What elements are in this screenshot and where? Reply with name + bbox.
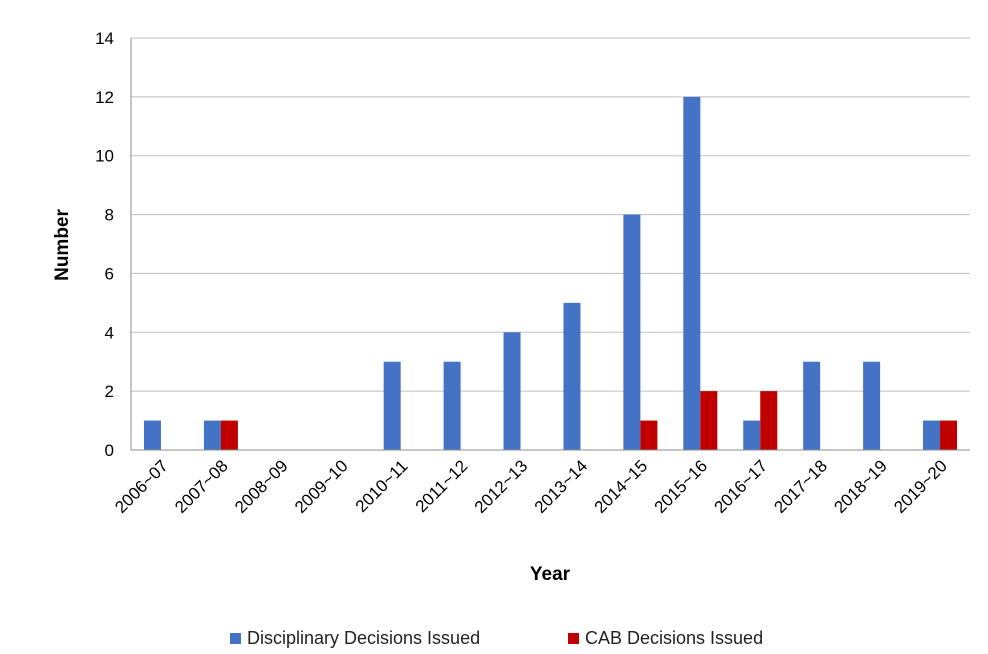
y-tick-label: 8: [105, 206, 114, 225]
bar-disciplinary: [563, 302, 581, 450]
bar-disciplinary: [503, 332, 521, 450]
x-tick-label: 2015~16: [651, 456, 712, 517]
bar-disciplinary: [683, 96, 701, 450]
bar-cab: [700, 391, 718, 450]
bar-disciplinary: [803, 361, 821, 450]
bar-disciplinary: [203, 420, 221, 450]
y-tick-label: 14: [95, 29, 114, 48]
x-tick-label: 2011~12: [412, 456, 472, 516]
bar-cab: [760, 391, 778, 450]
bar-disciplinary: [443, 361, 461, 450]
y-tick-label: 6: [105, 264, 114, 283]
y-tick-labels: 0 2 4 6 8 10 12 14: [95, 29, 114, 460]
y-tick-label: 4: [105, 323, 114, 342]
bar-disciplinary: [923, 420, 941, 450]
x-tick-label: 2012~13: [471, 456, 532, 517]
y-axis-title: Number: [52, 209, 73, 281]
legend-swatch: [230, 633, 241, 644]
x-axis-title: Year: [530, 564, 571, 585]
legend: Disciplinary Decisions Issued CAB Decisio…: [230, 628, 763, 648]
x-tick-label: 2014~15: [591, 456, 652, 517]
gridlines: [131, 37, 970, 392]
bars: [143, 96, 958, 450]
x-tick-label: 2010~11: [352, 456, 412, 516]
x-tick-label: 2008~09: [231, 456, 292, 517]
bar-disciplinary: [743, 420, 761, 450]
x-tick-label: 2018~19: [830, 456, 891, 517]
x-tick-label: 2013~14: [531, 456, 592, 517]
legend-label: Disciplinary Decisions Issued: [247, 628, 480, 648]
bar-disciplinary: [623, 214, 641, 450]
bar-disciplinary: [383, 361, 401, 450]
x-tick-label: 2007~08: [171, 456, 232, 517]
x-tick-label: 2009~10: [291, 456, 352, 517]
x-tick-label: 2019~20: [890, 456, 951, 517]
x-tick-label: 2016~17: [711, 456, 772, 517]
bar-cab: [220, 420, 238, 450]
y-tick-label: 10: [95, 147, 114, 166]
x-tick-label: 2006~07: [111, 456, 172, 517]
y-tick-label: 0: [105, 441, 114, 460]
y-tick-label: 12: [95, 88, 114, 107]
legend-swatch: [568, 633, 579, 644]
bar-cab: [640, 420, 658, 450]
x-tick-label: 2017~18: [770, 456, 831, 517]
bar-disciplinary: [143, 420, 161, 450]
axes: [130, 38, 970, 451]
legend-label: CAB Decisions Issued: [585, 628, 763, 648]
x-tick-labels: 2006~07 2007~08 2008~09 2009~10 2010~11 2011~…: [111, 456, 951, 517]
bar-cab: [940, 420, 958, 450]
bar-disciplinary: [863, 361, 881, 450]
y-tick-label: 2: [105, 382, 114, 401]
